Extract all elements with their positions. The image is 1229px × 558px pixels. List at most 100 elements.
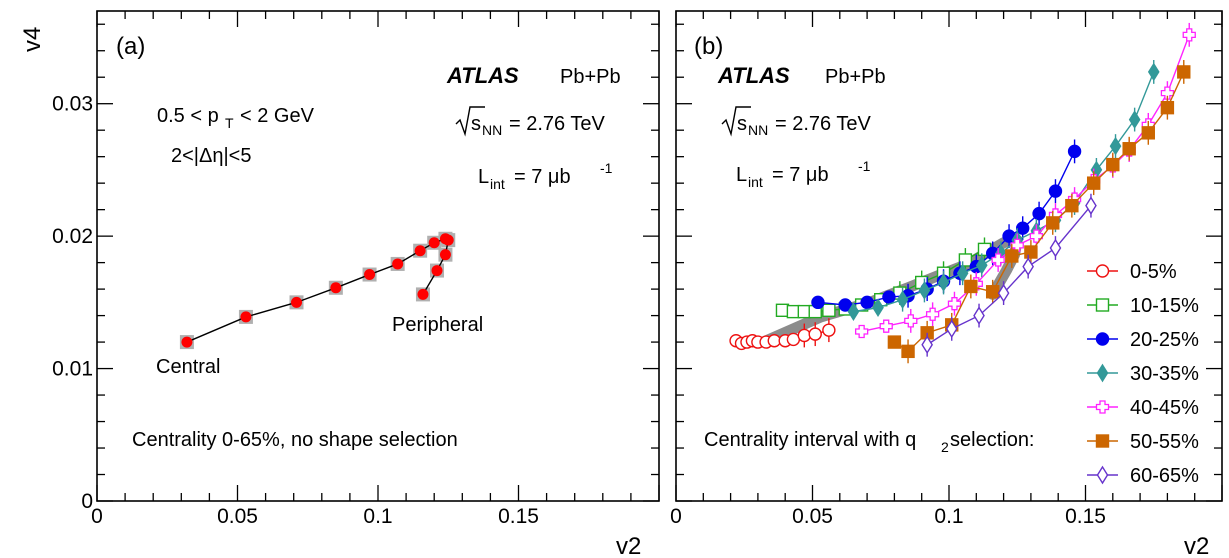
- data-point: [786, 332, 801, 347]
- data-point: [872, 298, 884, 317]
- series-3: [847, 60, 1160, 321]
- legend-marker: [1095, 298, 1110, 312]
- central-label: Central: [156, 356, 220, 378]
- legend-item: 30-35%: [1087, 363, 1199, 385]
- data-point: [901, 344, 915, 359]
- data-point: [937, 273, 950, 292]
- selection-left-b: Centrality interval with q: [704, 429, 916, 451]
- data-point: [797, 328, 812, 343]
- data-point: [847, 302, 860, 321]
- data-point: [882, 290, 896, 304]
- data-point: [439, 249, 451, 261]
- data-point: [838, 298, 852, 312]
- legend-marker: [1095, 400, 1110, 414]
- energy-symbol-b: s: [737, 113, 747, 135]
- lumi-sup-b: -1: [858, 158, 871, 174]
- data-point: [797, 304, 812, 319]
- data-point: [775, 303, 790, 317]
- data-point: [896, 290, 909, 310]
- data-point: [1128, 110, 1141, 129]
- legend-label: 30-35%: [1130, 363, 1199, 385]
- data-point: [1016, 221, 1030, 235]
- data-point: [887, 335, 902, 349]
- legend-item: 20-25%: [1087, 329, 1199, 351]
- lumi-label-b: L int = 7 μb -1: [736, 158, 871, 190]
- data-point: [392, 258, 404, 270]
- axis-ticks-a: 0 0.05 0.1 0.15 0 0.01 0.02 0.03: [52, 11, 660, 528]
- data-point: [1109, 136, 1122, 156]
- energy-symbol-a: s: [471, 113, 481, 135]
- x-tick-label: 0.05: [217, 505, 258, 528]
- legend-marker: [1096, 465, 1109, 485]
- series-0: [729, 318, 836, 351]
- data-point: [442, 234, 454, 246]
- series-line: [894, 71, 1185, 353]
- legend-label: 0-5%: [1130, 261, 1177, 283]
- energy-sub-a: NN: [482, 122, 502, 138]
- data-point: [1065, 198, 1079, 213]
- data-point: [991, 253, 1005, 267]
- data-point: [879, 319, 893, 333]
- legend-marker: [1095, 264, 1110, 278]
- data-point: [330, 282, 342, 294]
- axis-ticks-b: 0 0.05 0.1 0.15: [670, 11, 1223, 528]
- data-point: [945, 319, 958, 339]
- panel-a: 0 0.05 0.1 0.15 0 0.01 0.02 0.03 (a) ATLAS Pb+P…: [52, 10, 660, 528]
- data-point: [1005, 249, 1019, 263]
- energy-value-b: = 2.76 TeV: [775, 113, 871, 135]
- x-tick-label: 0.1: [363, 505, 392, 528]
- data-point: [181, 336, 193, 348]
- data-point: [918, 281, 931, 300]
- eta-range-label: 2<|Δη|<5: [171, 145, 251, 167]
- legend-item: 50-55%: [1087, 431, 1199, 453]
- data-point: [1067, 144, 1082, 159]
- selection-right-b: selection:: [950, 429, 1035, 451]
- experiment-label-b: ATLAS: [717, 63, 790, 88]
- x-axis-title-main-b: v2: [1184, 533, 1209, 558]
- legend-item: 10-15%: [1087, 295, 1199, 317]
- peripheral-label: Peripheral: [392, 314, 483, 336]
- lumi-value-b: = 7 μb: [772, 164, 829, 186]
- data-point: [975, 255, 988, 275]
- x-tick-label: 0.15: [1065, 505, 1106, 528]
- data-point: [1141, 126, 1155, 140]
- x-tick-label: 0.1: [934, 505, 963, 528]
- data-point: [958, 253, 973, 267]
- energy-sub-b: NN: [748, 122, 768, 138]
- legend-item: 40-45%: [1087, 397, 1199, 419]
- legend-marker: [1096, 363, 1109, 383]
- pt-range-left: 0.5 < p: [157, 105, 219, 127]
- data-point: [921, 335, 933, 355]
- y-axis-title-main: v4: [19, 27, 46, 52]
- x-axis-title-main-a: v2: [616, 533, 641, 558]
- data-point: [364, 269, 376, 281]
- pt-range-sub: T: [225, 115, 234, 131]
- lumi-sub-a: int: [490, 176, 505, 192]
- data-point: [997, 283, 1010, 303]
- data-point: [1086, 176, 1101, 190]
- y-axis-title: v4: [19, 27, 46, 52]
- data-point: [1022, 257, 1034, 276]
- pt-range-right: < 2 GeV: [240, 105, 315, 127]
- legend-item: 60-65%: [1087, 465, 1199, 487]
- y-tick-label: 0: [81, 490, 93, 513]
- data-point: [1049, 238, 1062, 258]
- system-label-b: Pb+Pb: [825, 66, 886, 88]
- data-point: [1048, 184, 1063, 198]
- energy-label-a: s NN = 2.76 TeV: [455, 106, 605, 138]
- panel-b: 0 0.05 0.1 0.15 0-5% 10-15% 20-25% 30-35% 40-45…: [670, 10, 1223, 528]
- y-tick-label: 0.02: [52, 225, 93, 248]
- legend-label: 60-65%: [1130, 465, 1199, 487]
- x-tick-label: 0.15: [498, 505, 539, 528]
- lumi-sub-b: int: [748, 174, 763, 190]
- x-tick-label: 0: [670, 505, 682, 528]
- data-point: [786, 304, 801, 319]
- pt-range-label: 0.5 < p T < 2 GeV: [157, 105, 315, 131]
- x-tick-label: 0.05: [792, 505, 833, 528]
- data-point: [1032, 206, 1046, 221]
- data-point: [240, 311, 252, 323]
- data-point: [1160, 100, 1175, 115]
- data-point: [431, 265, 443, 277]
- data-point: [973, 306, 985, 325]
- series-line: [853, 71, 1155, 313]
